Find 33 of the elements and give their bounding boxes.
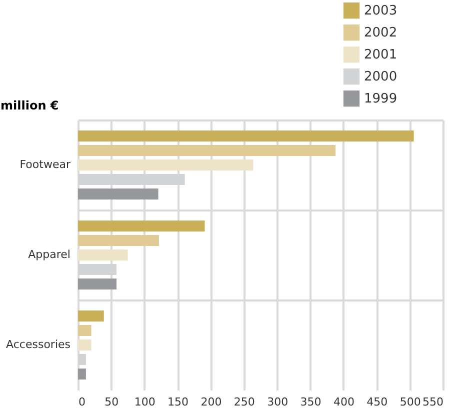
legend-label: 2003 [364,4,398,18]
bar [78,278,116,290]
legend-label: 2002 [364,26,398,40]
legend-label: 2000 [364,70,398,84]
x-tick-label: 350 [300,396,322,408]
x-tick-label: 100 [134,396,156,408]
bar [78,250,128,260]
x-tick-label: 400 [333,396,354,408]
x-tick-label: 300 [267,396,288,408]
bar [78,310,104,322]
y-axis-title: million € [0,98,59,112]
bar [78,160,254,170]
bar [78,340,92,350]
bar [78,144,336,156]
x-tick-label: 450 [366,396,388,408]
bar [78,234,159,246]
bar [78,188,158,200]
y-tick-label: Footwear [20,158,71,171]
bar [78,368,86,380]
bar [78,220,205,232]
x-tick-label: 0 [78,396,86,408]
x-tick-label: 250 [234,396,255,408]
y-tick-label: Apparel [28,248,70,261]
x-tick-label: 50 [104,396,119,408]
legend-label: 2001 [364,48,398,62]
bar [78,130,414,142]
x-tick-label: 200 [200,396,222,408]
x-tick-label: 550 [422,396,444,408]
x-tick-label: 150 [168,396,189,408]
x-tick-label: 500 [400,396,421,408]
legend-label: 1999 [364,92,398,106]
bar [78,324,92,336]
y-tick-label: Accessories [6,338,71,351]
